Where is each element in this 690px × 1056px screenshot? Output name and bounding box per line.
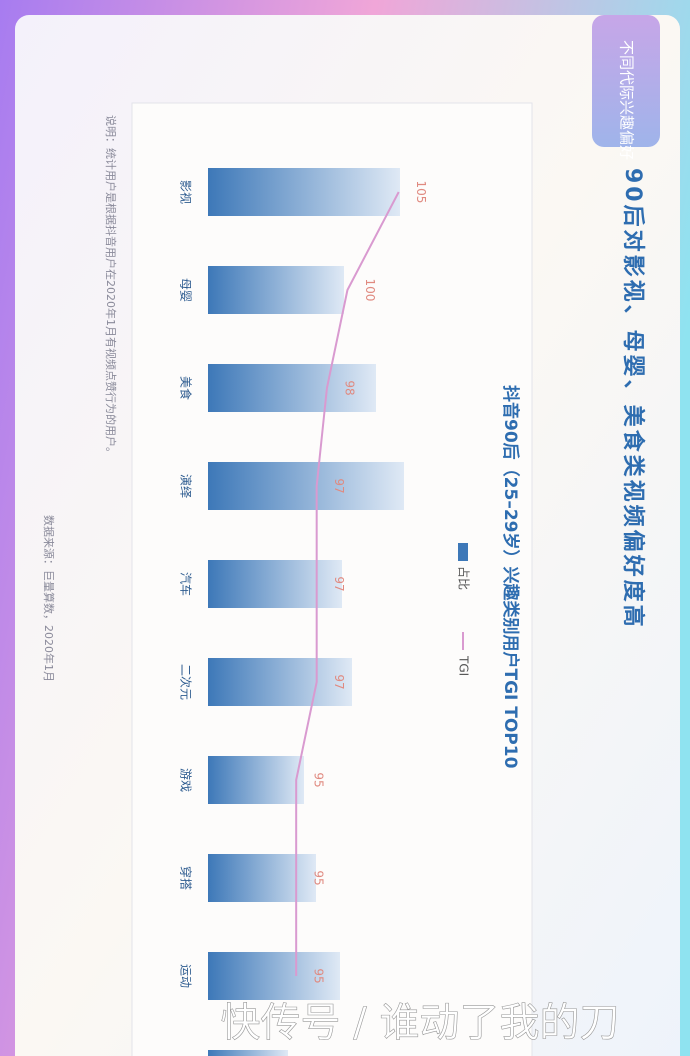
bar [208, 658, 352, 706]
category-label: 运动 [179, 964, 193, 988]
tab [592, 15, 660, 147]
tgi-label: 95 [312, 772, 326, 787]
tgi-label: 100 [363, 279, 377, 302]
bar [208, 266, 344, 314]
bar [208, 1050, 288, 1056]
tgi-label: 95 [312, 870, 326, 885]
chart-title: 抖音90后（25–29岁）兴趣类别用户TGI TOP10 [500, 385, 521, 769]
tab-label: 不同代际兴趣偏好 [618, 40, 636, 160]
source: 数据来源：巨量算数，2020年1月 [42, 515, 56, 682]
category-label: 美食 [179, 376, 194, 400]
tgi-line [295, 191, 400, 976]
tgi-label: 97 [332, 576, 346, 591]
tgi-label: 97 [332, 478, 346, 493]
tgi-label: 105 [414, 181, 428, 204]
tgi-label: 97 [332, 674, 346, 689]
bar [208, 854, 316, 902]
legend-swatch [458, 543, 468, 561]
bar [208, 756, 304, 804]
category-label: 穿搭 [179, 866, 194, 890]
legend-label: 占比 [457, 566, 472, 590]
category-label: 汽车 [179, 572, 194, 596]
legend-label: TGI [457, 655, 471, 676]
category-label: 影视 [179, 180, 194, 204]
category-label: 母婴 [179, 278, 193, 302]
note: 说明：统计用户是根据抖音用户在2020年1月有视频点赞行为的用户。 [104, 115, 118, 458]
bar [208, 364, 376, 412]
bar [208, 560, 342, 608]
category-label: 游戏 [179, 768, 193, 792]
bar [208, 462, 404, 510]
tgi-label: 95 [312, 968, 326, 983]
bar [208, 168, 400, 216]
headline: 90后对影视、母婴、美食类视频偏好度高 [620, 168, 646, 630]
bar [208, 952, 340, 1000]
category-label: 演绎 [179, 474, 194, 498]
watermark: 快传号 / 谁动了我的刀 [221, 1000, 620, 1046]
tgi-label: 98 [342, 380, 356, 395]
category-label: 二次元 [179, 664, 193, 700]
